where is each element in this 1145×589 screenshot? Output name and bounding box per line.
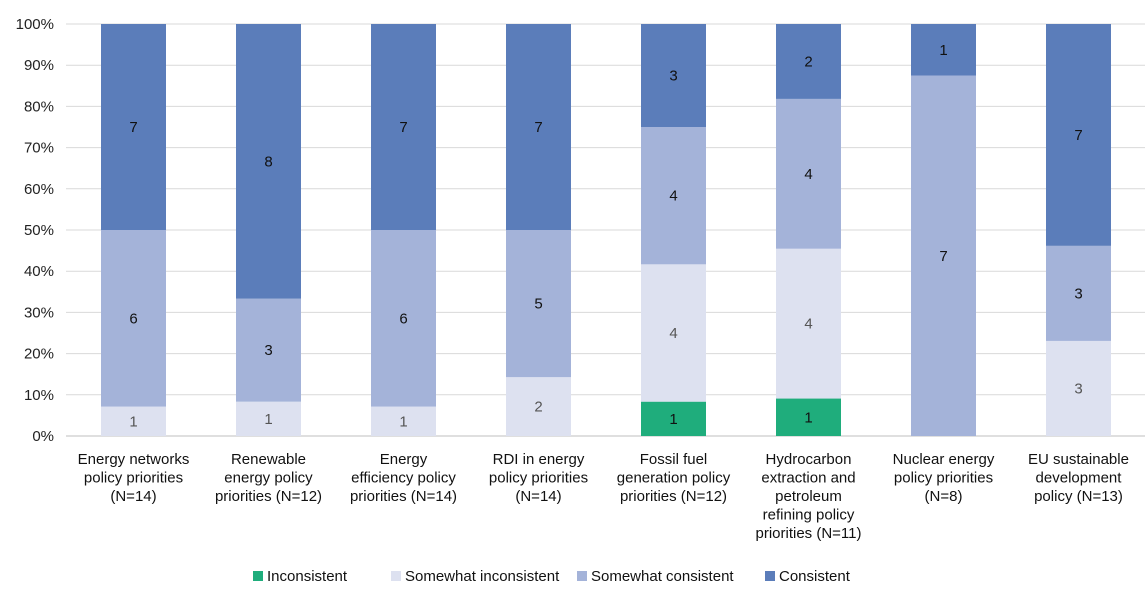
legend-label: Somewhat consistent (591, 568, 734, 584)
data-label: 7 (939, 248, 947, 265)
bar-segment (101, 24, 166, 230)
y-tick-label: 30% (24, 304, 54, 321)
legend-swatch (765, 571, 775, 581)
category-label: development (1036, 470, 1123, 487)
data-label: 1 (399, 413, 407, 430)
legend-label: Consistent (779, 568, 851, 584)
category-label: Hydrocarbon (766, 451, 852, 468)
data-label: 4 (804, 166, 812, 183)
category-label: policy (N=13) (1034, 488, 1123, 505)
category-label: Nuclear energy (893, 451, 995, 468)
category-label: petroleum (775, 488, 842, 505)
category-label: EU sustainable (1028, 451, 1129, 468)
category-label: priorities (N=14) (350, 488, 457, 505)
data-label: 7 (129, 119, 137, 136)
category-label: priorities (N=11) (755, 525, 861, 542)
data-label: 2 (804, 53, 812, 70)
data-label: 3 (1074, 285, 1082, 302)
category-label: Renewable (231, 451, 306, 468)
bar-segment (101, 406, 166, 436)
category-label: priorities (N=12) (620, 488, 727, 505)
bar-segment (1046, 340, 1111, 436)
bar-segment (371, 406, 436, 436)
category-label: Energy (380, 451, 428, 468)
legend-swatch (253, 571, 263, 581)
data-label: 2 (534, 399, 542, 416)
data-label: 3 (669, 68, 677, 85)
data-label: 1 (264, 411, 272, 428)
bar-segment (776, 248, 841, 399)
bar-segment (776, 24, 841, 99)
data-label: 1 (939, 42, 947, 59)
category-label: priorities (N=12) (215, 488, 322, 505)
y-tick-label: 40% (24, 263, 54, 280)
y-tick-label: 60% (24, 181, 54, 198)
category-label: refining policy (763, 507, 855, 524)
category-label: extraction and (761, 470, 855, 487)
category-label: efficiency policy (351, 470, 456, 487)
bar-segment (641, 127, 706, 265)
y-tick-label: 20% (24, 346, 54, 363)
bar-segment (641, 401, 706, 436)
legend-swatch (577, 571, 587, 581)
data-label: 6 (129, 310, 137, 327)
bar-segment (236, 24, 301, 299)
category-label: (N=14) (110, 488, 156, 505)
legend-swatch (391, 571, 401, 581)
bar-segment (371, 24, 436, 230)
category-label: policy priorities (894, 470, 993, 487)
bar-segment (101, 230, 166, 407)
category-label: Fossil fuel (640, 451, 708, 468)
data-label: 7 (399, 119, 407, 136)
y-tick-label: 50% (24, 222, 54, 239)
bar-segment (236, 401, 301, 436)
bar-segment (641, 24, 706, 127)
bar-segment (506, 377, 571, 436)
bar-segment (506, 24, 571, 230)
y-tick-label: 10% (24, 387, 54, 404)
y-tick-label: 90% (24, 57, 54, 74)
bar-segment (776, 398, 841, 436)
data-label: 3 (1074, 380, 1082, 397)
bar-segment (236, 298, 301, 402)
bar-segment (371, 230, 436, 407)
data-label: 4 (669, 325, 677, 342)
data-label: 5 (534, 296, 542, 313)
y-tick-label: 0% (32, 428, 54, 445)
bar-segment (506, 230, 571, 378)
data-label: 6 (399, 310, 407, 327)
data-label: 8 (264, 153, 272, 170)
category-label: policy priorities (84, 470, 183, 487)
bar-segment (641, 264, 706, 402)
category-label: RDI in energy (493, 451, 585, 468)
legend-label: Inconsistent (267, 568, 348, 584)
category-label: energy policy (224, 470, 313, 487)
data-label: 1 (669, 411, 677, 428)
y-tick-label: 70% (24, 140, 54, 157)
data-label: 1 (129, 413, 137, 430)
y-tick-label: 100% (16, 16, 54, 33)
bar-segment (1046, 245, 1111, 341)
data-label: 1 (804, 409, 812, 426)
data-label: 7 (1074, 127, 1082, 144)
bar-segment (776, 98, 841, 249)
bar-segment (911, 75, 976, 436)
y-tick-label: 80% (24, 98, 54, 115)
category-label: Energy networks (78, 451, 190, 468)
data-label: 7 (534, 119, 542, 136)
category-label: (N=8) (925, 488, 963, 505)
bar-segment (911, 24, 976, 76)
category-label: (N=14) (515, 488, 561, 505)
legend-label: Somewhat inconsistent (405, 568, 560, 584)
bar-segment (1046, 24, 1111, 246)
data-label: 4 (804, 316, 812, 333)
category-label: generation policy (617, 470, 731, 487)
data-label: 4 (669, 188, 677, 205)
data-label: 3 (264, 342, 272, 359)
category-label: policy priorities (489, 470, 588, 487)
